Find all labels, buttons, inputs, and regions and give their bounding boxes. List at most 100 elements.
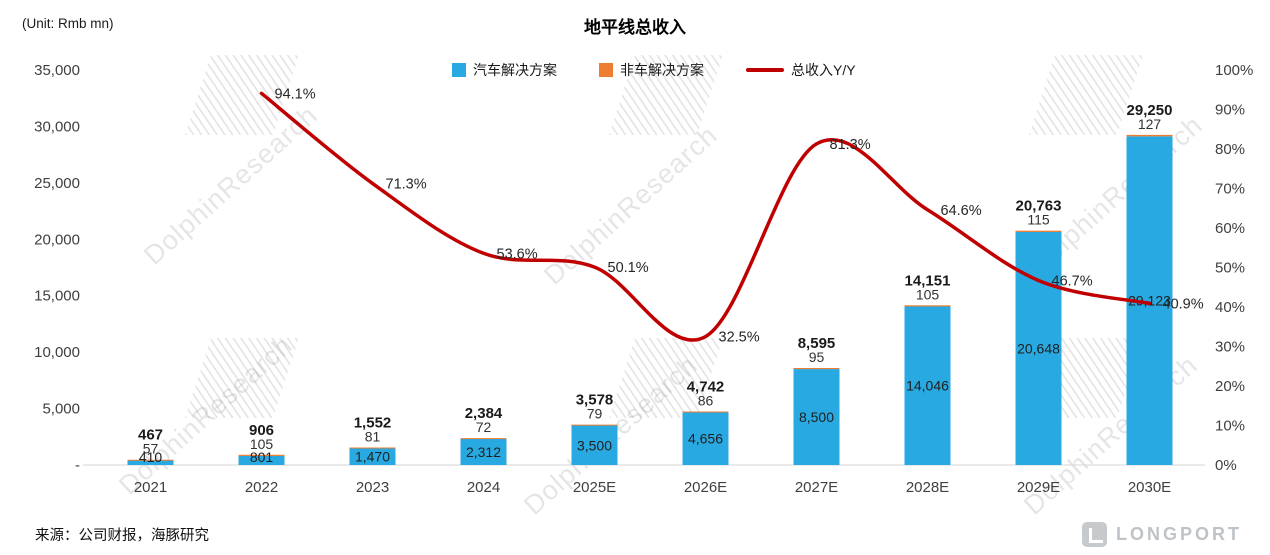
total-label-2025E: 3,578 (576, 392, 614, 409)
auto-bar-2021 (127, 460, 174, 465)
yoy-label: 64.6% (941, 203, 982, 219)
right-axis-tick: 30% (1215, 339, 1245, 356)
nonauto-bar-2029E (1015, 230, 1062, 232)
auto-bar-2026E (682, 412, 729, 465)
nonauto-bar-2021 (127, 459, 174, 461)
nonauto-bar-2026E (682, 411, 729, 413)
auto-label-2024: 2,312 (466, 444, 501, 460)
right-axis-tick: 90% (1215, 102, 1245, 119)
legend: 汽车解决方案 非车解决方案 总收入Y/Y (452, 60, 856, 80)
legend-label-auto: 汽车解决方案 (473, 62, 557, 78)
left-axis-tick: 5,000 (42, 401, 80, 418)
right-axis-tick: 20% (1215, 378, 1245, 395)
right-axis-tick: 50% (1215, 260, 1245, 277)
legend-label-yoy: 总收入Y/Y (791, 62, 856, 78)
total-label-2023: 1,552 (354, 414, 392, 431)
auto-bar-2023 (349, 448, 396, 465)
nonauto-label-2025E: 79 (587, 406, 603, 422)
auto-bar-2028E (904, 306, 951, 465)
auto-label-2027E: 8,500 (799, 409, 834, 425)
x-axis-label: 2023 (356, 479, 389, 496)
yoy-label: 81.3% (830, 137, 871, 153)
yoy-label: 71.3% (386, 176, 427, 192)
auto-label-2021: 410 (139, 449, 163, 465)
yoy-label: 40.9% (1163, 296, 1204, 312)
unit-label: (Unit: Rmb mn) (22, 16, 114, 31)
left-axis-tick: - (75, 457, 80, 474)
total-label-2022: 906 (249, 422, 274, 439)
legend-item-nonauto-solutions: 非车解决方案 (599, 60, 704, 80)
x-axis-label: 2022 (245, 479, 278, 496)
nonauto-bar-2024 (460, 438, 507, 440)
left-axis-tick: 20,000 (34, 231, 80, 248)
total-label-2024: 2,384 (465, 405, 503, 422)
nonauto-label-2024: 72 (476, 419, 492, 435)
x-axis-label: 2030E (1128, 479, 1171, 496)
x-axis-label: 2021 (134, 479, 167, 496)
auto-bar-2022 (238, 455, 285, 465)
yoy-label: 32.5% (719, 330, 760, 346)
nonauto-label-2023: 81 (365, 428, 381, 444)
auto-label-2023: 1,470 (355, 449, 390, 465)
legend-swatch-auto (452, 63, 466, 77)
auto-label-2026E: 4,656 (688, 431, 723, 447)
total-label-2029E: 20,763 (1016, 198, 1062, 215)
legend-item-auto-solutions: 汽车解决方案 (452, 60, 557, 80)
yoy-label: 50.1% (608, 260, 649, 276)
longport-logo-text: LONGPORT (1116, 524, 1242, 544)
total-label-2026E: 4,742 (687, 378, 725, 395)
auto-label-2025E: 3,500 (577, 437, 612, 453)
x-axis-label: 2027E (795, 479, 838, 496)
right-axis-tick: 70% (1215, 181, 1245, 198)
longport-logo: LONGPORT (1082, 522, 1242, 547)
source-note: 来源：公司财报，海豚研究 (35, 528, 209, 544)
yoy-label: 53.6% (497, 246, 538, 262)
nonauto-label-2028E: 105 (916, 286, 940, 302)
nonauto-label-2030E: 127 (1138, 116, 1162, 132)
right-axis-tick: 80% (1215, 141, 1245, 158)
total-label-2027E: 8,595 (798, 335, 836, 352)
legend-item-yoy: 总收入Y/Y (746, 60, 856, 80)
left-axis-tick: 15,000 (34, 288, 80, 305)
right-axis-tick: 60% (1215, 220, 1245, 237)
auto-label-2030E: 29,123 (1128, 293, 1171, 309)
right-axis-tick: 100% (1215, 62, 1253, 79)
right-axis-tick: 0% (1215, 457, 1237, 474)
nonauto-label-2027E: 95 (809, 349, 825, 365)
legend-swatch-yoy-line (746, 68, 784, 72)
total-label-2030E: 29,250 (1127, 102, 1173, 119)
nonauto-bar-2023 (349, 447, 396, 449)
total-label-2021: 467 (138, 427, 163, 444)
x-axis-label: 2028E (906, 479, 949, 496)
nonauto-bar-2025E (571, 424, 618, 426)
nonauto-label-2022: 105 (250, 436, 274, 452)
nonauto-label-2026E: 86 (698, 392, 714, 408)
legend-label-nonauto: 非车解决方案 (620, 62, 704, 78)
left-axis-tick: 35,000 (34, 62, 80, 79)
auto-bar-2027E (793, 369, 840, 465)
x-axis-label: 2024 (467, 479, 500, 496)
auto-bar-2024 (460, 438, 507, 465)
total-label-2028E: 14,151 (905, 272, 951, 289)
right-axis-tick: 10% (1215, 418, 1245, 435)
left-axis-tick: 25,000 (34, 175, 80, 192)
auto-label-2022: 801 (250, 449, 274, 465)
yoy-label: 94.1% (275, 86, 316, 102)
nonauto-bar-2028E (904, 305, 951, 307)
auto-label-2029E: 20,648 (1017, 340, 1060, 356)
nonauto-bar-2027E (793, 367, 840, 370)
left-axis-tick: 30,000 (34, 118, 80, 135)
x-axis-label: 2025E (573, 479, 616, 496)
auto-bar-2029E (1015, 231, 1062, 465)
longport-logo-icon (1082, 522, 1107, 547)
yoy-label: 46.7% (1052, 274, 1093, 290)
nonauto-bar-2030E (1126, 134, 1173, 137)
right-axis-tick: 40% (1215, 299, 1245, 316)
left-axis-tick: 10,000 (34, 344, 80, 361)
nonauto-label-2029E: 115 (1027, 212, 1050, 228)
chart-title: 地平线总收入 (584, 18, 686, 37)
x-axis-label: 2026E (684, 479, 727, 496)
nonauto-label-2021: 57 (143, 441, 159, 457)
